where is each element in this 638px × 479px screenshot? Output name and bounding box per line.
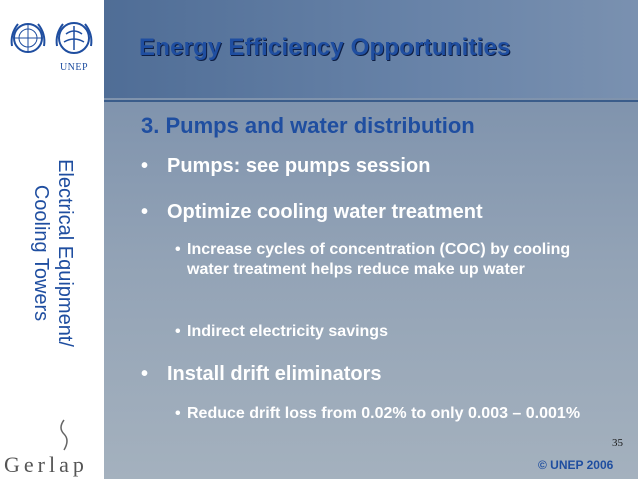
gerlap-logo: Gerlap xyxy=(2,418,106,478)
sub-bullet-symbol: • xyxy=(175,241,181,258)
side-title-line2: Cooling Towers xyxy=(30,184,52,321)
side-section-title: Electrical Equipment/ Cooling Towers xyxy=(8,150,98,355)
header-divider xyxy=(104,100,638,102)
sub-bullet-text: Increase cycles of concentration (COC) b… xyxy=(187,241,571,278)
sub-bullet-symbol: • xyxy=(175,405,181,422)
bullet-symbol: • xyxy=(141,363,149,385)
sub-bullet-symbol: • xyxy=(175,323,181,340)
side-title-line1: Electrical Equipment/ xyxy=(54,158,76,347)
bullet-text: Pumps: see pumps session xyxy=(167,155,431,177)
copyright-notice: © UNEP 2006 xyxy=(538,458,614,472)
gerlap-logo-label: Gerlap xyxy=(4,452,88,477)
unep-logo-label: UNEP xyxy=(59,62,89,73)
sub-bullet-item: • Increase cycles of concentration (COC)… xyxy=(175,240,605,280)
sub-bullet-item: • Reduce drift loss from 0.02% to only 0… xyxy=(175,404,615,424)
header-band xyxy=(104,0,638,98)
page-number: 35 xyxy=(612,437,623,449)
bullet-item: • Install drift eliminators xyxy=(141,363,381,386)
logo-area: UNEP xyxy=(0,0,104,100)
un-emblem-icon xyxy=(10,23,46,53)
bullet-text: Optimize cooling water treatment xyxy=(167,201,483,223)
bullet-text: Install drift eliminators xyxy=(167,363,382,385)
sub-bullet-text: Indirect electricity savings xyxy=(187,323,388,340)
bullet-symbol: • xyxy=(141,201,149,223)
bullet-symbol: • xyxy=(141,155,149,177)
slide-subtitle: 3. Pumps and water distribution xyxy=(141,113,475,138)
sub-bullet-item: • Indirect electricity savings xyxy=(175,322,605,342)
sub-bullet-text: Reduce drift loss from 0.02% to only 0.0… xyxy=(187,405,581,422)
slide-title: Energy Efficiency Opportunities xyxy=(139,34,511,61)
bullet-item: • Optimize cooling water treatment xyxy=(141,201,483,224)
unep-emblem-icon xyxy=(55,22,93,54)
bullet-item: • Pumps: see pumps session xyxy=(141,155,430,178)
gerlap-flame-icon xyxy=(60,419,68,451)
left-sidebar-panel: UNEP Electrical Equipment/ Cooling Tower… xyxy=(0,0,104,479)
